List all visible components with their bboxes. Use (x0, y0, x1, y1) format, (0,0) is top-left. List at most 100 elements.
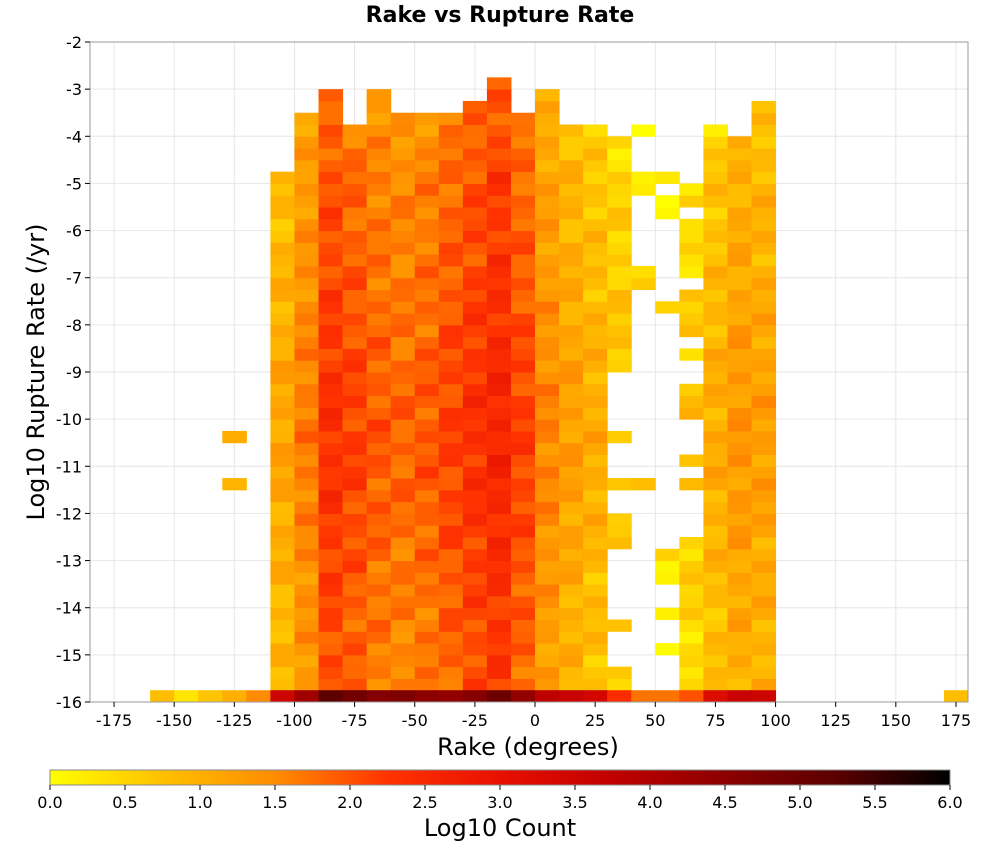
heatmap-cell (366, 372, 392, 385)
heatmap-cell (390, 148, 416, 161)
y-axis-label: Log10 Rupture Rate (/yr) (22, 224, 50, 521)
heatmap-cell (486, 254, 512, 267)
heatmap-cell (294, 513, 320, 526)
heatmap-cell (727, 478, 753, 491)
heatmap-cell (559, 207, 584, 220)
heatmap-cell (486, 136, 512, 149)
heatmap-cell (703, 501, 728, 514)
heatmap-cell (414, 383, 440, 397)
heatmap-cell (318, 242, 344, 255)
heatmap-cell (414, 230, 440, 243)
heatmap-cell (342, 548, 368, 562)
heatmap-cell (486, 124, 512, 137)
heatmap-cell (679, 395, 704, 408)
heatmap-cell (390, 631, 416, 644)
heatmap-cell (342, 454, 368, 467)
heatmap-cell (318, 218, 344, 232)
heatmap-cell (751, 595, 777, 609)
heatmap-cell (751, 360, 777, 373)
heatmap-cell (366, 336, 392, 349)
heatmap-cell (703, 230, 728, 243)
heatmap-cell (438, 195, 464, 208)
heatmap-cell (535, 643, 560, 656)
heatmap-cell (438, 136, 464, 149)
heatmap-cell (390, 666, 416, 679)
heatmap-cell (390, 336, 416, 349)
heatmap-cell (510, 478, 536, 491)
heatmap-cell (486, 336, 512, 349)
heatmap-cell (510, 595, 536, 609)
heatmap-cell (559, 619, 584, 632)
heatmap-cell (462, 548, 488, 562)
heatmap-cell (703, 548, 728, 562)
heatmap-cell (294, 171, 320, 184)
heatmap-cell (486, 395, 512, 408)
heatmap-cell (535, 289, 560, 302)
heatmap-cell (462, 195, 488, 208)
heatmap-cell (486, 301, 512, 314)
heatmap-cell (486, 77, 512, 90)
heatmap-cell (294, 112, 320, 125)
heatmap-cell (414, 242, 440, 255)
heatmap-cell (366, 313, 392, 326)
heatmap-cell (438, 666, 464, 679)
heatmap-cell (438, 313, 464, 326)
heatmap-cell (270, 631, 295, 644)
heatmap-cell (727, 277, 753, 290)
heatmap-cell (438, 654, 464, 668)
heatmap-cell (559, 607, 584, 620)
heatmap-cell (607, 254, 632, 267)
heatmap-cell (366, 324, 392, 338)
heatmap-cell (607, 218, 632, 232)
heatmap-cell (559, 324, 584, 338)
heatmap-cell (583, 419, 608, 432)
heatmap-cell (727, 254, 753, 267)
heatmap-cell (342, 595, 368, 609)
x-tick-label: 175 (941, 711, 972, 730)
heatmap-cell (727, 195, 753, 208)
heatmap-cell (270, 501, 295, 514)
heatmap-cell (462, 360, 488, 373)
heatmap-cell (607, 195, 632, 208)
heatmap-cell (462, 324, 488, 338)
heatmap-cell (751, 419, 777, 432)
heatmap-cell (703, 136, 728, 149)
heatmap-cell (390, 572, 416, 585)
heatmap-cell (510, 112, 536, 125)
heatmap-cell (727, 348, 753, 361)
heatmap-cell (438, 678, 464, 691)
heatmap-cell (342, 513, 368, 526)
heatmap-cell (342, 501, 368, 514)
heatmap-cell (486, 501, 512, 514)
heatmap-cell (703, 690, 728, 703)
heatmap-cell (607, 207, 632, 220)
heatmap-cell (559, 513, 584, 526)
heatmap-cell (607, 360, 632, 373)
heatmap-cell (318, 619, 344, 632)
heatmap-cell (414, 254, 440, 267)
heatmap-cell (607, 289, 632, 302)
heatmap-cell (535, 560, 560, 573)
colorbar-tick-label: 0.5 (112, 793, 137, 812)
x-tick-label: 25 (585, 711, 605, 730)
heatmap-cell (462, 171, 488, 184)
heatmap-cell (294, 478, 320, 491)
heatmap-cell (366, 466, 392, 479)
heatmap-cell (679, 690, 704, 703)
heatmap-cell (294, 654, 320, 668)
heatmap-cell (510, 313, 536, 326)
heatmap-cell (486, 218, 512, 232)
heatmap-cell (462, 560, 488, 573)
heatmap-cell (294, 148, 320, 161)
heatmap-cell (486, 537, 512, 550)
heatmap-cell (462, 407, 488, 420)
heatmap-cell (559, 348, 584, 361)
heatmap-cell (559, 419, 584, 432)
heatmap-cell (583, 383, 608, 397)
heatmap-cell (679, 572, 704, 585)
heatmap-cell (438, 207, 464, 220)
heatmap-cell (727, 419, 753, 432)
heatmap-cell (318, 442, 344, 455)
heatmap-cell (366, 277, 392, 290)
heatmap-cell (535, 112, 560, 125)
